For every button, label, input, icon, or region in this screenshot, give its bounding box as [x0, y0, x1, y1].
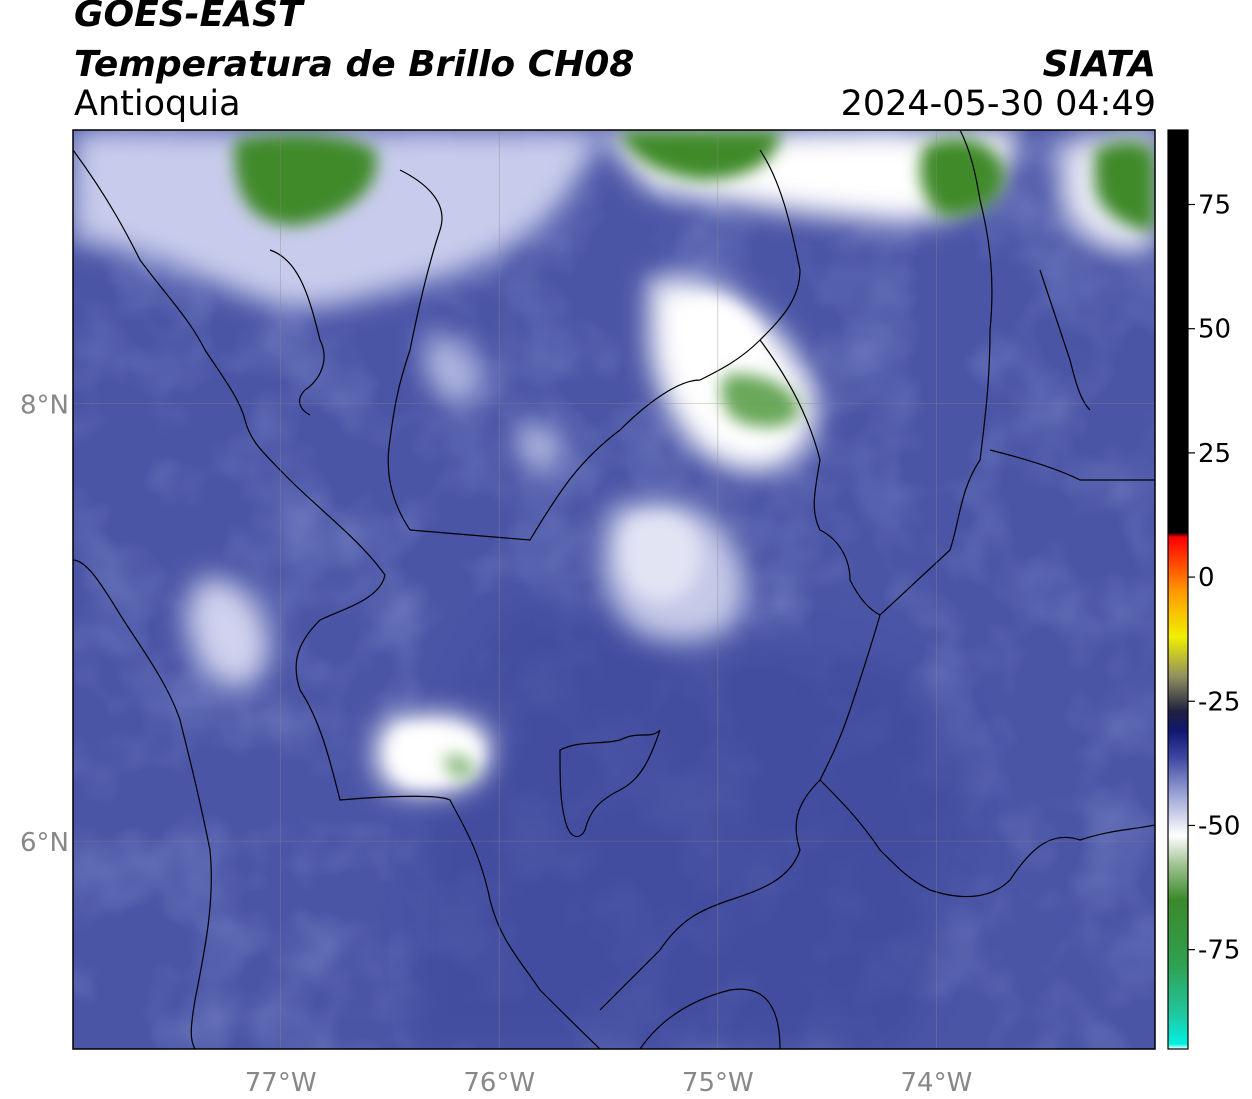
lon-tick-label: 75°W: [682, 1068, 754, 1098]
antioquia-southeast-boundary: [599, 614, 881, 1011]
region-title: Antioquia: [74, 84, 241, 124]
administrative-boundaries: [73, 130, 1155, 1049]
caldas-boundary: [819, 779, 1155, 898]
uraba-boundary: [387, 169, 443, 531]
antioquia-east-boundary: [759, 130, 993, 616]
valle-aburra-boundary: [559, 729, 661, 838]
datetime-label: 2024-05-30 04:49: [840, 84, 1156, 124]
colorbar-gradient: [1168, 130, 1188, 1049]
satellite-title: GOES-EAST: [74, 0, 303, 35]
lat-tick-label: 6°N: [20, 828, 69, 858]
lon-tick-label: 76°W: [463, 1068, 535, 1098]
antioquia-north-boundary: [409, 149, 801, 541]
agency-label: SIATA: [1042, 44, 1156, 85]
colorbar-tick-label: -75: [1198, 936, 1240, 966]
colorbar-tick-label: 0: [1198, 563, 1215, 593]
lon-tick-label: 77°W: [245, 1068, 317, 1098]
latitude-ticks: 8°N 6°N: [20, 391, 69, 859]
gulf-uraba-coast: [269, 249, 325, 416]
map-frame: [72, 129, 1156, 1050]
antioquia-west-boundary: [73, 149, 601, 1049]
longitude-ticks: 77°W 76°W 75°W 74°W: [245, 1068, 973, 1098]
southern-municipal-boundary: [639, 988, 781, 1049]
colorbar-tick-label: 50: [1198, 315, 1231, 345]
colorbar-ticks: 75 50 25 0 -25 -50 -75: [1188, 191, 1240, 966]
lon-tick-label: 74°W: [901, 1068, 973, 1098]
colorbar-frame: [1167, 129, 1189, 1050]
cloud-cores: [391, 298, 760, 784]
colorbar-tick-label: -50: [1198, 811, 1240, 841]
cold-cloud-tops: [234, 130, 1155, 779]
pacific-coastline: [73, 559, 212, 1049]
colorbar-tick-label: -25: [1198, 687, 1240, 717]
brightness-temperature-field: [73, 130, 1155, 1049]
lat-tick-label: 8°N: [20, 391, 69, 421]
magdalena-river: [1039, 269, 1091, 411]
product-title: Temperatura de Brillo CH08: [74, 44, 635, 85]
map-grid: [73, 130, 1155, 1049]
cold-interior-region: [413, 600, 978, 1049]
santander-boundary: [989, 449, 1155, 481]
colorbar-tick-label: 75: [1198, 191, 1231, 221]
colorbar-tick-label: 25: [1198, 439, 1231, 469]
